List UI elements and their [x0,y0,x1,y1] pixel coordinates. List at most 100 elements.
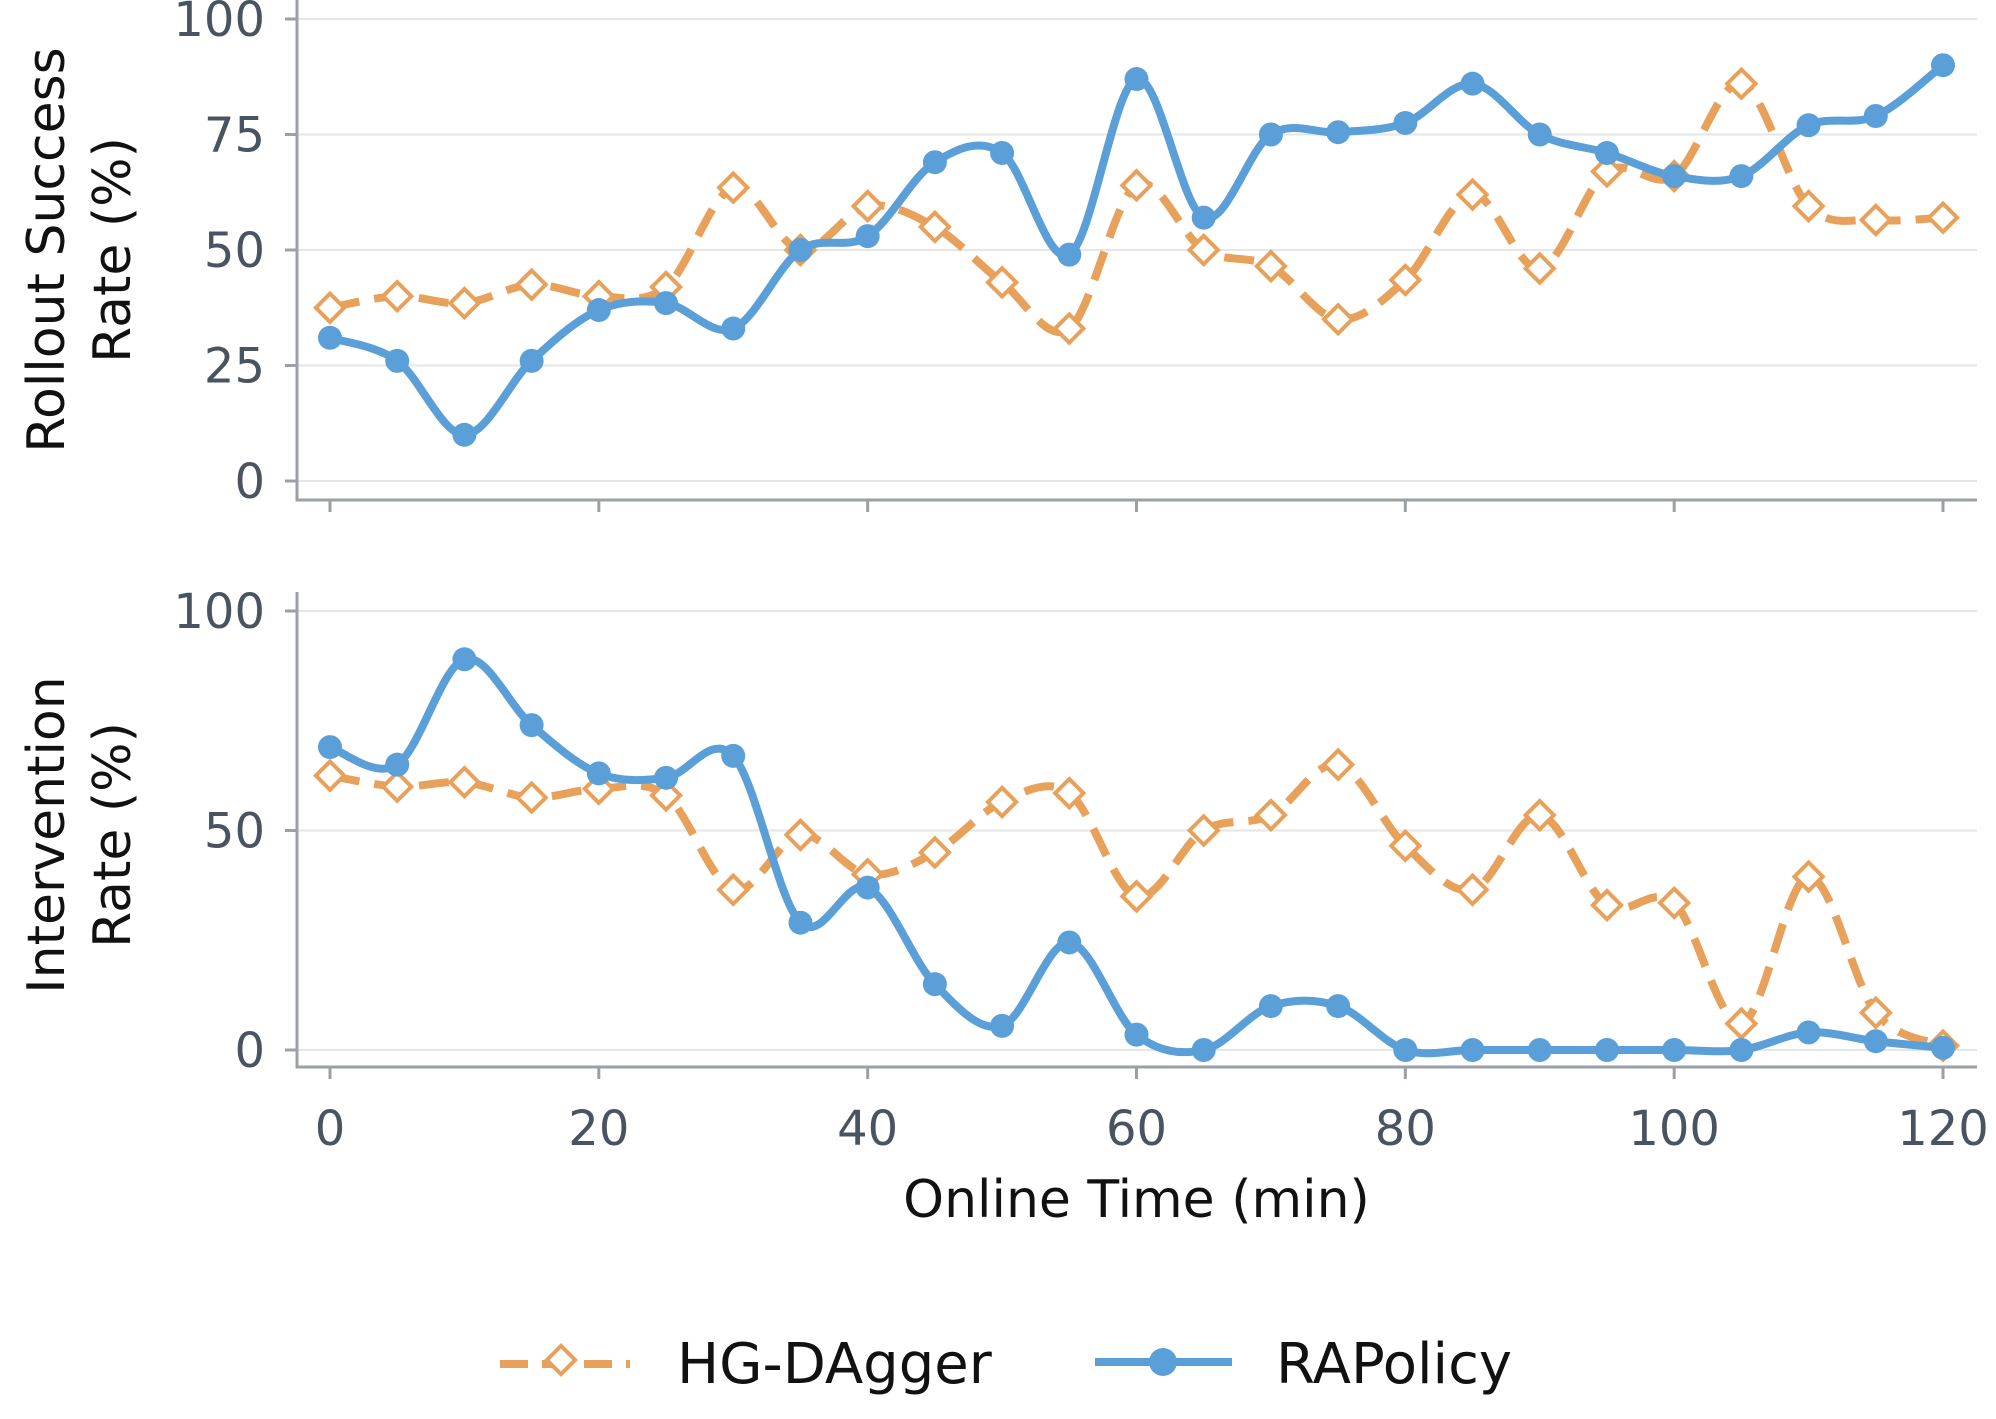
data-point-rapolicy-x90 [1527,122,1552,147]
data-point-hg-dagger-x95 [1589,154,1624,189]
data-point-hg-dagger-x35 [783,817,818,852]
ytick-label-0: 0 [234,454,265,510]
data-point-hg-dagger-x120 [1926,200,1960,235]
data-point-rapolicy-x95 [1594,140,1619,165]
xtick-label-20: 20 [568,1101,629,1157]
data-point-hg-dagger-x10 [447,286,482,321]
ytick-label-25: 25 [204,339,265,395]
data-point-rapolicy-x110 [1796,1020,1821,1045]
data-point-hg-dagger-x100 [1657,885,1692,920]
xtick-label-80: 80 [1375,1101,1436,1157]
data-point-hg-dagger-x110 [1791,859,1826,894]
data-point-rapolicy-x105 [1729,164,1754,189]
data-point-hg-dagger-x105 [1724,1006,1759,1041]
legend-item-rapolicy: RAPolicy [1095,1332,1512,1397]
data-point-rapolicy-x50 [990,1013,1015,1038]
data-point-rapolicy-x15 [519,713,544,738]
data-point-rapolicy-x75 [1326,120,1351,145]
data-point-rapolicy-x40 [855,875,880,900]
ytick-label-100: 100 [173,0,265,48]
data-point-hg-dagger-x65 [1186,233,1221,267]
data-point-rapolicy-x95 [1594,1038,1619,1062]
data-point-hg-dagger-x105 [1724,66,1759,101]
xtick-label-100: 100 [1628,1101,1720,1157]
ytick-label-75: 75 [204,108,265,164]
data-point-rapolicy-x10 [452,422,477,447]
legend-rapolicy-marker [1149,1348,1177,1376]
ytick-label-0: 0 [234,1023,265,1079]
data-point-rapolicy-x65 [1191,205,1216,230]
ytick-label-50: 50 [204,223,265,279]
xtick-label-120: 120 [1897,1101,1989,1157]
data-point-rapolicy-x110 [1796,113,1821,138]
x-axis-title: Online Time (min) [903,1170,1370,1230]
series-line-hg-dagger [329,760,1945,1050]
data-point-rapolicy-x0 [318,325,342,350]
data-point-hg-dagger-x85 [1455,872,1490,907]
data-point-rapolicy-x60 [1124,67,1149,92]
data-point-rapolicy-x15 [519,348,544,373]
y-axis-title-line-1: Intervention [17,676,77,993]
data-point-hg-dagger-x50 [985,265,1020,300]
xtick-label-60: 60 [1106,1101,1167,1157]
data-point-rapolicy-x40 [855,224,880,249]
data-point-rapolicy-x55 [1057,930,1082,955]
y-axis-title-line-2: Rate (%) [83,137,143,363]
data-point-hg-dagger-x10 [447,765,482,800]
data-point-hg-dagger-x65 [1186,813,1221,848]
data-point-hg-dagger-x115 [1858,995,1893,1030]
data-point-rapolicy-x60 [1124,1022,1149,1047]
legend-item-hg-dagger: HG-DAgger [500,1332,993,1397]
data-point-rapolicy-x55 [1057,242,1082,267]
y-axis-title-line-2: Rate (%) [83,722,143,948]
legend: HG-DAgger RAPolicy [500,1332,1512,1397]
data-point-hg-dagger-x90 [1522,798,1557,833]
ytick-label-100: 100 [173,584,265,640]
legend-rapolicy-label: RAPolicy [1276,1332,1512,1397]
data-point-rapolicy-x20 [586,298,611,323]
data-point-hg-dagger-x90 [1522,251,1557,286]
data-point-hg-dagger-x25 [649,778,684,813]
data-point-rapolicy-x5 [385,752,410,777]
data-point-hg-dagger-x110 [1791,189,1826,224]
data-point-hg-dagger-x80 [1388,828,1423,863]
data-point-rapolicy-x85 [1460,1038,1485,1062]
data-point-rapolicy-x35 [788,910,813,935]
series-line-rapolicy [328,654,1944,1058]
data-point-hg-dagger-x85 [1455,177,1490,212]
data-point-hg-dagger-x55 [1052,311,1087,346]
data-point-rapolicy-x25 [654,291,679,316]
ytick-label-50: 50 [204,804,265,860]
data-point-rapolicy-x115 [1863,104,1888,129]
data-point-rapolicy-x120 [1931,53,1955,78]
data-point-rapolicy-x120 [1931,1035,1955,1060]
data-point-rapolicy-x25 [654,765,679,790]
data-point-hg-dagger-x70 [1253,798,1288,833]
data-point-rapolicy-x0 [318,735,342,760]
data-point-hg-dagger-x0 [313,758,347,793]
data-point-rapolicy-x115 [1863,1029,1888,1054]
data-point-hg-dagger-x15 [514,780,549,815]
data-point-rapolicy-x80 [1393,1038,1418,1062]
data-point-rapolicy-x65 [1191,1038,1216,1062]
data-point-hg-dagger-x50 [985,784,1020,819]
data-point-hg-dagger-x95 [1589,888,1624,923]
data-point-hg-dagger-x0 [313,290,347,325]
data-point-hg-dagger-x80 [1388,263,1423,298]
series-line-hg-dagger [329,79,1944,336]
legend-hg-dagger-marker [544,1343,578,1377]
data-point-hg-dagger-x45 [917,835,952,870]
data-point-hg-dagger-x15 [514,267,549,302]
xtick-label-0: 0 [315,1101,346,1157]
data-point-hg-dagger-x5 [380,769,415,804]
data-point-rapolicy-x45 [922,972,947,997]
data-point-hg-dagger-x45 [917,209,952,244]
data-point-hg-dagger-x30 [716,872,751,907]
data-point-rapolicy-x100 [1662,1038,1687,1062]
bottom-panel-intervention-rate: 0 50 100 0 20 40 60 80 100 120 Intervention Rate (%… [17,584,1989,1230]
data-point-rapolicy-x100 [1662,164,1687,189]
data-point-rapolicy-x105 [1729,1038,1754,1062]
data-point-rapolicy-x45 [922,150,947,175]
data-point-rapolicy-x85 [1460,71,1485,96]
